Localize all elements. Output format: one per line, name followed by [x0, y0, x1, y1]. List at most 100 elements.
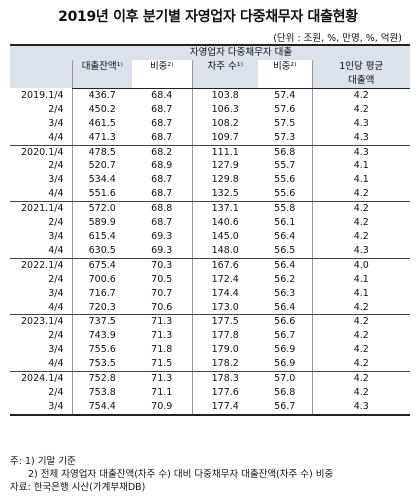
share-cell: 68.7 [151, 174, 173, 186]
share2-cell: 56.8 [274, 386, 296, 398]
loan-balance-cell: 471.3 [71, 130, 132, 146]
table-row: 3/4 716.7 70.7 174.4 56.3 4.1 [10, 286, 410, 301]
loan-balance-cell: 572.0 [71, 201, 132, 217]
share2-header: 비중²⁾ [258, 59, 312, 74]
share-cell: 70.3 [151, 259, 173, 271]
share-cell: 71.8 [151, 344, 173, 356]
period-cell: 2022.1/4 [21, 259, 64, 271]
borrowers-cell: 129.8 [191, 173, 258, 188]
share2-cell: 55.7 [274, 160, 296, 172]
table-row: 2022.1/4 675.4 70.3 167.6 56.4 4.0 [10, 258, 410, 273]
avg-loan-cell: 4.2 [311, 300, 410, 316]
avg-loan-cell: 4.1 [311, 272, 410, 287]
loan-balance-cell: 716.7 [71, 286, 132, 301]
loan-balance-cell: 737.5 [71, 314, 132, 330]
share-cell: 68.8 [151, 203, 173, 215]
loan-balance-cell: 720.3 [71, 300, 132, 316]
period-cell: 2/4 [48, 386, 64, 398]
table-row: 4/4 551.6 68.7 132.5 55.6 4.2 [10, 187, 410, 203]
share2-cell: 57.6 [274, 103, 296, 115]
loan-balance-cell: 752.8 [71, 371, 132, 386]
table-row: 2/4 753.8 71.1 177.6 56.8 4.2 [10, 385, 410, 400]
borrowers-cell: 137.1 [191, 201, 258, 217]
table-row: 2020.1/4 478.5 68.2 111.1 56.8 4.3 [10, 145, 410, 160]
page-title: 2019년 이후 분기별 자영업자 다중채무자 대출현황 [58, 9, 358, 25]
period-header [10, 43, 72, 89]
footnote-2: 2) 전체 자영업자 대출잔액(차주 수) 대비 다중채무자 대출잔액(차주 수… [28, 469, 334, 480]
share2-cell: 56.5 [258, 243, 312, 259]
period-cell: 3/4 [48, 117, 64, 129]
share2-cell: 56.3 [274, 287, 296, 299]
avg-loan-cell: 4.2 [311, 216, 410, 230]
share-cell: 69.3 [132, 243, 192, 259]
share2-cell: 56.6 [274, 316, 296, 328]
share-cell: 71.1 [151, 386, 173, 398]
header-spacer [132, 73, 192, 89]
loan-balance-cell: 755.6 [71, 343, 132, 358]
share-cell: 68.7 [132, 130, 192, 146]
table-row: 4/4 753.5 71.5 178.2 56.9 4.2 [10, 357, 410, 373]
share-cell: 70.7 [151, 287, 173, 299]
share2-cell: 57.0 [274, 373, 296, 385]
share-cell: 68.2 [151, 146, 173, 158]
avg-loan-cell: 4.3 [311, 130, 410, 146]
share2-cell: 57.4 [274, 89, 296, 101]
borrowers-cell: 173.0 [191, 300, 258, 316]
table-row: 4/4 720.3 70.6 173.0 56.4 4.2 [10, 300, 410, 316]
header-spacer [191, 73, 258, 89]
borrowers-cell: 167.6 [191, 258, 258, 273]
avg-loan-cell: 4.3 [311, 145, 410, 160]
borrowers-cell: 179.0 [191, 343, 258, 358]
share-cell: 68.9 [151, 160, 173, 172]
table-row: 2023.1/4 737.5 71.3 177.5 56.6 4.2 [10, 314, 410, 330]
share2-cell: 55.6 [258, 187, 312, 203]
share2-cell: 56.9 [258, 357, 312, 373]
avg-loan-cell: 4.2 [311, 385, 410, 400]
avg-loan-cell: 4.3 [311, 116, 410, 131]
share2-cell: 56.4 [274, 259, 296, 271]
share-cell: 71.3 [151, 330, 173, 342]
period-cell: 2024.1/4 [21, 373, 64, 385]
borrowers-cell: 140.6 [191, 216, 258, 230]
share2-cell: 56.4 [274, 230, 296, 242]
borrowers-cell: 172.4 [191, 272, 258, 287]
period-cell: 4/4 [10, 130, 72, 146]
period-cell: 3/4 [48, 344, 64, 356]
share-cell: 68.7 [151, 117, 173, 129]
share-cell: 70.9 [132, 399, 192, 416]
avg-loan-cell: 4.1 [311, 159, 410, 174]
share2-cell: 57.3 [258, 130, 312, 146]
avg-loan-cell: 4.2 [311, 88, 410, 103]
share2-cell: 56.7 [258, 399, 312, 416]
period-cell: 3/4 [10, 399, 72, 416]
avg-loan-cell: 4.2 [311, 357, 410, 373]
borrowers-cell: 148.0 [191, 243, 258, 259]
table-row: 4/4 630.5 69.3 148.0 56.5 4.3 [10, 243, 410, 259]
period-cell: 2020.1/4 [21, 146, 64, 158]
period-cell: 3/4 [48, 174, 64, 186]
share-cell: 68.7 [132, 187, 192, 203]
borrowers-cell: 103.8 [191, 88, 258, 103]
table-row: 2/4 520.7 68.9 127.9 55.7 4.1 [10, 159, 410, 174]
table-row: 2/4 743.9 71.3 177.8 56.7 4.2 [10, 329, 410, 344]
share2-cell: 56.7 [274, 330, 296, 342]
loan-balance-cell: 630.5 [71, 243, 132, 259]
header-spacer [71, 73, 132, 89]
avg-loan-cell: 4.2 [311, 314, 410, 330]
table-row: 3/4 534.4 68.7 129.8 55.6 4.1 [10, 173, 410, 188]
source-note: 자료: 한국은행 시산(가계부채DB) [10, 482, 146, 493]
loan-balance-cell: 700.6 [71, 272, 132, 287]
avg-loan-cell: 4.0 [311, 258, 410, 273]
avg-loan-cell: 4.2 [311, 102, 410, 117]
borrowers-cell: 178.2 [191, 357, 258, 373]
period-cell: 2/4 [48, 160, 64, 172]
share2-cell: 55.6 [274, 174, 296, 186]
borrowers-cell: 177.5 [191, 314, 258, 330]
table-row: 2/4 450.2 68.7 106.3 57.6 4.2 [10, 102, 410, 117]
borrowers-cell: 178.3 [191, 371, 258, 386]
share2-cell: 56.2 [274, 273, 296, 285]
loan-balance-cell: 753.8 [71, 385, 132, 400]
share-cell: 70.5 [151, 273, 173, 285]
borrowers-cell: 177.8 [191, 329, 258, 344]
